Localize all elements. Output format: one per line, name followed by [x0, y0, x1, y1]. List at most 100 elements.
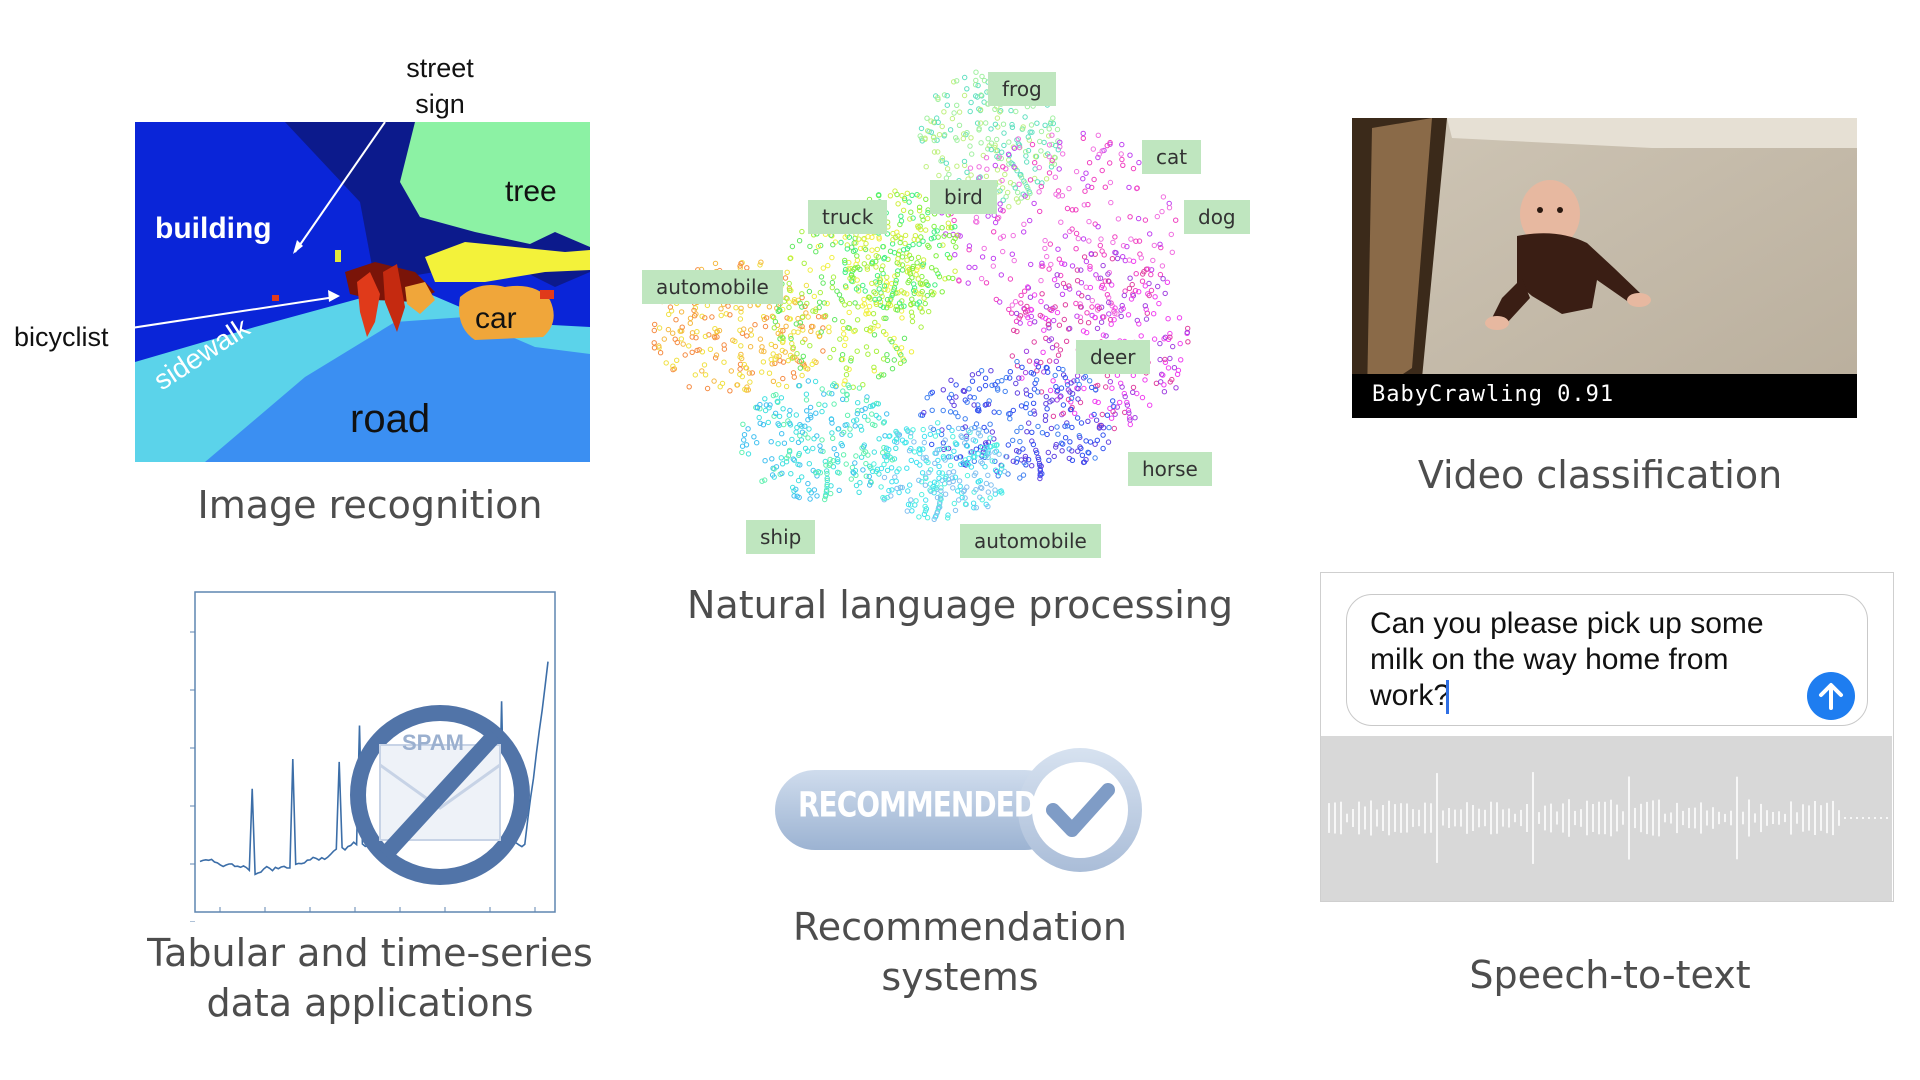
tsne-point	[964, 130, 970, 136]
tsne-point	[768, 356, 774, 363]
tsne-point	[888, 465, 895, 471]
tsne-point	[992, 467, 999, 473]
message-input-box[interactable]	[1346, 594, 1868, 726]
speech-caption: Speech-to-text	[1469, 953, 1751, 997]
tsne-point	[745, 387, 752, 393]
label-car: car	[475, 302, 517, 335]
tsne-point	[734, 382, 740, 388]
tsne-point	[1130, 389, 1136, 395]
tsne-point	[1112, 234, 1118, 240]
tabular-caption: Tabular and time-series data application…	[147, 931, 593, 1025]
tsne-point	[663, 360, 669, 366]
tsne-point	[1080, 176, 1086, 182]
tsne-point	[878, 465, 885, 472]
tsne-point	[973, 69, 979, 75]
tsne-point	[1085, 294, 1091, 301]
tsne-point	[1054, 342, 1060, 348]
tsne-point	[831, 381, 837, 387]
tsne-point	[799, 291, 805, 297]
tsne-point	[1103, 333, 1109, 339]
tsne-point	[1094, 437, 1100, 443]
tsne-point	[961, 92, 968, 99]
tsne-point	[983, 155, 990, 161]
tsne-point	[1110, 408, 1116, 415]
tsne-point	[825, 262, 831, 269]
tsne-point	[1060, 151, 1066, 157]
tsne-point	[1045, 151, 1051, 157]
tsne-point	[1106, 294, 1112, 301]
tsne-point	[1022, 456, 1029, 462]
tsne-point	[1119, 156, 1125, 163]
tsne-point	[851, 328, 857, 335]
tsne-point	[978, 140, 984, 146]
tsne-point	[942, 131, 948, 138]
tsne-point	[687, 320, 694, 326]
tsne-point	[991, 442, 998, 449]
tsne-point	[884, 274, 890, 280]
tsne-point	[730, 337, 736, 343]
tsne-point	[884, 305, 890, 311]
tsne-point	[1143, 266, 1150, 272]
tsne-point	[1032, 153, 1039, 160]
tsne-point	[1073, 300, 1079, 307]
message-text[interactable]: Can you please pick up some milk on the …	[1370, 607, 1764, 712]
tsne-point	[1053, 441, 1059, 448]
tsne-point	[1062, 374, 1068, 381]
tsne-point	[1096, 305, 1102, 311]
tsne-point	[951, 402, 957, 409]
tsne-point	[818, 329, 824, 335]
tsne-point	[915, 276, 921, 282]
tsne-point	[962, 416, 968, 422]
tsne-point	[1057, 139, 1063, 146]
tsne-point	[1011, 257, 1017, 264]
tsne-point	[800, 353, 807, 359]
tsne-point	[1099, 148, 1105, 154]
tsne-point	[871, 289, 877, 295]
tsne-point	[883, 445, 890, 451]
tsne-point	[939, 470, 945, 476]
tsne-point	[889, 339, 895, 345]
tsne-point	[1167, 334, 1173, 340]
tsne-point	[907, 502, 914, 508]
tsne-point	[818, 274, 825, 280]
tsne-point	[1126, 285, 1133, 292]
tsne-point	[924, 395, 930, 401]
tsne-point	[884, 411, 890, 417]
tsne-point	[897, 239, 903, 246]
tsne-point	[1118, 313, 1124, 320]
tsne-point	[842, 260, 848, 266]
tsne-point	[1076, 433, 1082, 439]
tsne-point	[902, 240, 908, 247]
send-button[interactable]	[1807, 672, 1855, 720]
tsne-point	[931, 290, 937, 296]
tsne-point	[1007, 416, 1013, 422]
tsne-point	[1119, 141, 1125, 148]
tsne-point	[1157, 356, 1163, 363]
tsne-point	[769, 361, 775, 367]
tsne-point	[1048, 425, 1055, 432]
tsne-point	[844, 391, 850, 397]
tsne-point	[841, 342, 848, 349]
speech-panel: Can you please pick up some milk on the …	[1300, 560, 1920, 1080]
tsne-point	[820, 280, 826, 286]
label-building: building	[155, 212, 272, 245]
tsne-point	[919, 491, 925, 498]
tsne-point	[927, 481, 933, 487]
tsne-point	[1074, 377, 1080, 384]
tsne-point	[876, 436, 882, 442]
tsne-point	[1017, 438, 1023, 445]
tsne-point	[932, 433, 939, 439]
tsne-point	[962, 424, 968, 430]
tsne-point	[895, 256, 901, 262]
tsne-point	[952, 268, 958, 274]
tsne-point	[1053, 444, 1059, 450]
tsne-point	[929, 407, 935, 413]
tsne-point	[936, 501, 943, 507]
tsne-point	[723, 311, 730, 317]
tsne-point	[1027, 129, 1033, 135]
tsne-point	[1098, 284, 1105, 291]
tsne-point	[1053, 384, 1059, 390]
tsne-point	[867, 403, 874, 410]
tsne-point	[1139, 394, 1146, 401]
tsne-point	[878, 484, 884, 490]
